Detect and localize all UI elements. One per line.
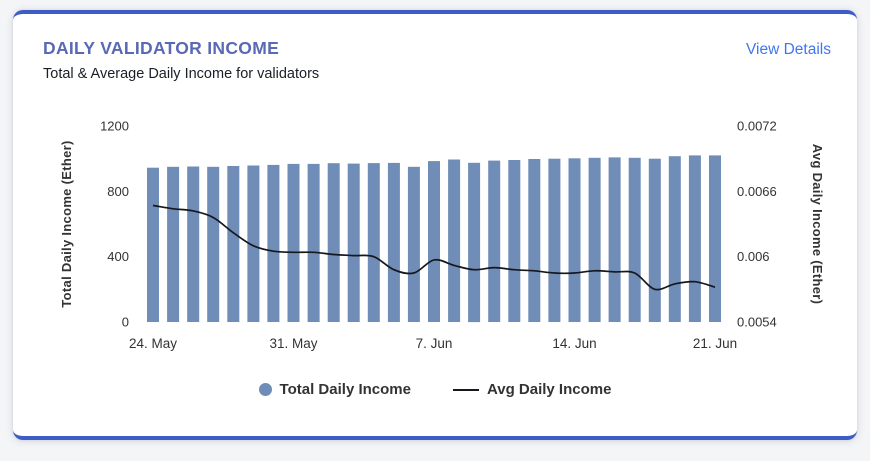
total-income-bar[interactable] [468,162,481,323]
total-income-bar[interactable] [207,166,220,322]
left-axis-tick-label: 0 [122,315,129,330]
total-income-bar[interactable] [448,159,461,323]
total-income-bar[interactable] [407,166,420,322]
total-income-bar[interactable] [548,158,561,322]
total-income-bar[interactable] [387,162,400,322]
total-income-bar[interactable] [508,160,521,322]
left-axis-tick-label: 1200 [100,119,129,134]
chart-canvas[interactable]: Total Daily Income (Ether) Avg Daily Inc… [13,104,857,364]
line-marker-icon [452,388,479,391]
total-income-bar[interactable] [648,158,661,322]
total-income-bar[interactable] [187,166,200,323]
x-axis-tick-label: 14. Jun [552,336,596,351]
left-axis-tick-label: 400 [107,249,129,264]
page-background: DAILY VALIDATOR INCOME View Details Tota… [0,10,870,440]
view-details-link[interactable]: View Details [745,41,831,58]
plot-area[interactable]: 0 400 800 1200 0.0054 0.006 0.0066 0.0072 24. Ma… [100,119,777,352]
circle-marker-icon [258,383,272,396]
x-axis-tick-label: 24. May [129,336,177,351]
total-income-bar[interactable] [287,163,300,322]
total-income-bar[interactable] [628,157,641,322]
total-income-bar[interactable] [267,164,280,322]
total-income-bar[interactable] [568,158,581,322]
chart-legend: Total Daily Income Avg Daily Income [13,381,857,398]
right-axis-tick-label: 0.0072 [737,119,777,134]
chart[interactable]: Total Daily Income (Ether) Avg Daily Inc… [13,104,857,369]
right-axis-tick-label: 0.006 [737,249,770,264]
daily-validator-income-card: DAILY VALIDATOR INCOME View Details Tota… [13,10,857,440]
total-income-bar[interactable] [588,157,601,322]
total-income-bar[interactable] [528,159,541,322]
total-income-bar[interactable] [428,161,440,322]
total-income-bar[interactable] [688,155,701,322]
total-income-bar[interactable] [247,165,260,323]
right-axis-tick-label: 0.0054 [737,315,777,330]
left-axis-tick-label: 800 [107,184,129,199]
page-title: DAILY VALIDATOR INCOME [43,38,280,58]
legend-label-total: Total Daily Income [279,381,411,398]
legend-item-avg-daily-income[interactable]: Avg Daily Income [452,381,612,398]
right-axis-title: Avg Daily Income (Ether) [810,144,825,305]
total-income-bar[interactable] [488,160,501,322]
x-axis-tick-label: 31. May [269,336,317,351]
total-income-bar[interactable] [307,163,320,322]
left-axis-title: Total Daily Income (Ether) [59,140,74,307]
total-income-bar[interactable] [608,157,621,322]
total-income-bar[interactable] [327,163,340,322]
total-income-bar[interactable] [227,166,240,322]
total-income-bar[interactable] [668,156,681,322]
total-income-bar[interactable] [167,166,180,322]
avg-income-line[interactable] [152,204,716,291]
total-income-bar[interactable] [347,163,360,322]
total-income-bar[interactable] [709,155,721,322]
card-subtitle: Total & Average Daily Income for validat… [43,66,320,82]
total-income-bar[interactable] [367,163,380,322]
card-header: DAILY VALIDATOR INCOME View Details [13,14,857,59]
legend-item-total-daily-income[interactable]: Total Daily Income [258,381,411,398]
x-axis-tick-label: 21. Jun [693,336,737,351]
x-axis-tick-label: 7. Jun [416,336,453,351]
total-income-bar[interactable] [147,167,159,322]
legend-label-avg: Avg Daily Income [486,381,612,398]
right-axis-tick-label: 0.0066 [737,184,777,199]
